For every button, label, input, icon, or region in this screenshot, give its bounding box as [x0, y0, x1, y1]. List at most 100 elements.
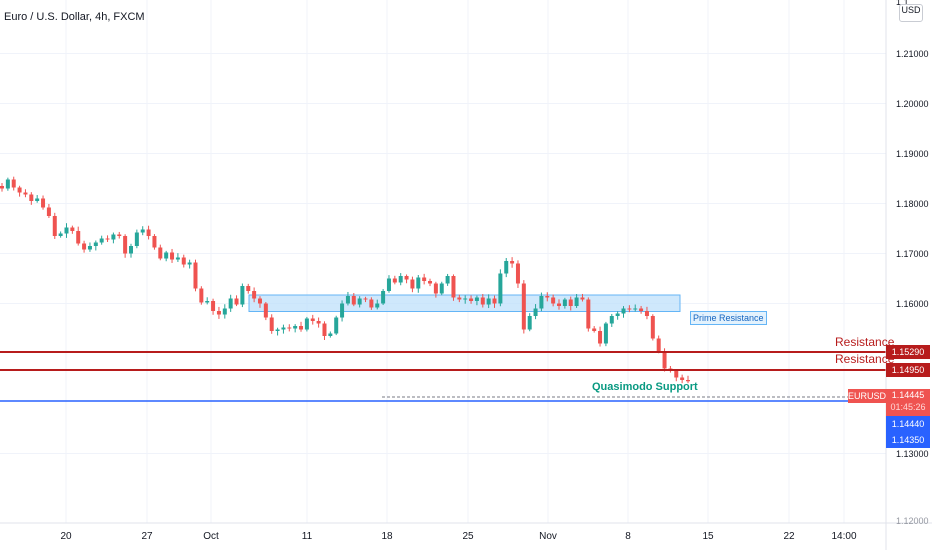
candle-body — [644, 311, 649, 316]
currency-button[interactable]: USD — [899, 4, 923, 22]
candle-body — [662, 351, 667, 369]
candle-body — [252, 291, 257, 299]
candle-body — [533, 308, 538, 316]
support-price-tag-2: 1.14350 — [886, 432, 930, 448]
candle-body — [328, 333, 333, 336]
x-tick-label: 22 — [783, 531, 795, 542]
candle-body — [521, 283, 526, 330]
candle-body — [205, 301, 210, 303]
candle-body — [58, 233, 63, 236]
candle-body — [680, 377, 685, 380]
candle-body — [633, 308, 638, 310]
candle-body — [310, 318, 315, 321]
candle-body — [557, 303, 562, 306]
candle-body — [451, 276, 456, 298]
bar-countdown: 01:45:26 — [890, 402, 926, 412]
grid-lines — [0, 0, 886, 523]
candle-body — [5, 179, 10, 189]
y-tick-label: 1.12000 — [896, 516, 929, 526]
support-price-tag-1: 1.14440 — [886, 416, 930, 432]
candle-body — [99, 238, 104, 243]
y-tick-label: 1.19000 — [896, 148, 929, 159]
candle-body — [650, 316, 655, 339]
candle-body — [369, 299, 374, 308]
candle-body — [322, 323, 327, 336]
candle-body — [469, 298, 474, 301]
candle-body — [275, 329, 280, 331]
prime-resistance-label: Prime Resistance — [690, 311, 767, 325]
quasimodo-support-label: Quasimodo Support — [592, 381, 698, 393]
candle-body — [105, 238, 110, 240]
resistance-label-1: Resistance — [835, 335, 895, 349]
candle-body — [17, 187, 22, 193]
candle-body — [392, 278, 397, 283]
candle-body — [111, 234, 116, 240]
candle-body — [486, 298, 491, 305]
candle-body — [498, 273, 503, 304]
x-tick-label: 14:00 — [831, 531, 857, 542]
candle-body — [46, 207, 51, 216]
y-tick-top: 1.1 — [896, 0, 909, 8]
candle-body — [686, 380, 690, 382]
candle-body — [281, 327, 286, 330]
candle-body — [23, 192, 28, 195]
candle-body — [422, 277, 427, 281]
candle-body — [193, 262, 198, 289]
candle-body — [170, 252, 175, 260]
y-tick-label: 1.18000 — [896, 198, 929, 209]
candle-body — [181, 257, 186, 265]
candle-body — [64, 227, 69, 234]
y-tick-label: 1.20000 — [896, 98, 929, 109]
candle-body — [299, 326, 304, 330]
candle-body — [304, 318, 309, 330]
candle-body — [211, 301, 216, 311]
x-tick-label: 8 — [625, 531, 631, 542]
candle-body — [510, 261, 515, 264]
candle-body — [35, 198, 40, 201]
y-tick-label: 1.13000 — [896, 448, 929, 459]
candle-body — [123, 236, 128, 254]
candle-body — [351, 296, 356, 305]
candle-body — [463, 298, 468, 300]
candle-body — [428, 281, 433, 284]
candle-body — [52, 216, 57, 236]
candle-body — [117, 234, 122, 236]
candle-body — [457, 297, 462, 300]
candle-body — [598, 331, 603, 344]
x-tick-label: Nov — [539, 531, 557, 542]
candle-body — [551, 297, 556, 304]
candle-body — [146, 229, 151, 236]
candle-body — [293, 326, 298, 329]
candle-body — [609, 316, 614, 324]
candle-body — [357, 298, 362, 305]
candle-body — [492, 298, 497, 304]
candle-body — [152, 236, 157, 248]
x-tick-label: 27 — [141, 531, 153, 542]
candle-body — [433, 283, 438, 294]
candle-body — [568, 299, 573, 306]
candle-body — [381, 291, 386, 304]
candle-body — [515, 263, 520, 284]
x-tick-label: 25 — [462, 531, 474, 542]
candle-body — [316, 321, 321, 324]
candle-body — [439, 283, 444, 294]
x-tick-label: Oct — [203, 531, 219, 542]
candle-body — [187, 262, 192, 265]
candle-body — [674, 371, 679, 378]
y-tick-label: 1.16000 — [896, 298, 929, 309]
candle-body — [287, 327, 292, 329]
candle-body — [340, 303, 345, 318]
candle-body — [263, 303, 268, 318]
candle-body — [334, 317, 339, 334]
candle-body — [175, 257, 180, 260]
prime-resistance-zone — [248, 294, 681, 312]
candle-body — [404, 276, 409, 280]
candle-body — [11, 179, 16, 188]
candle-body — [656, 338, 661, 351]
candle-body — [639, 308, 644, 311]
candle-body — [586, 299, 591, 329]
candle-body — [41, 198, 46, 208]
candle-body — [82, 243, 87, 250]
candle-body — [257, 298, 262, 304]
